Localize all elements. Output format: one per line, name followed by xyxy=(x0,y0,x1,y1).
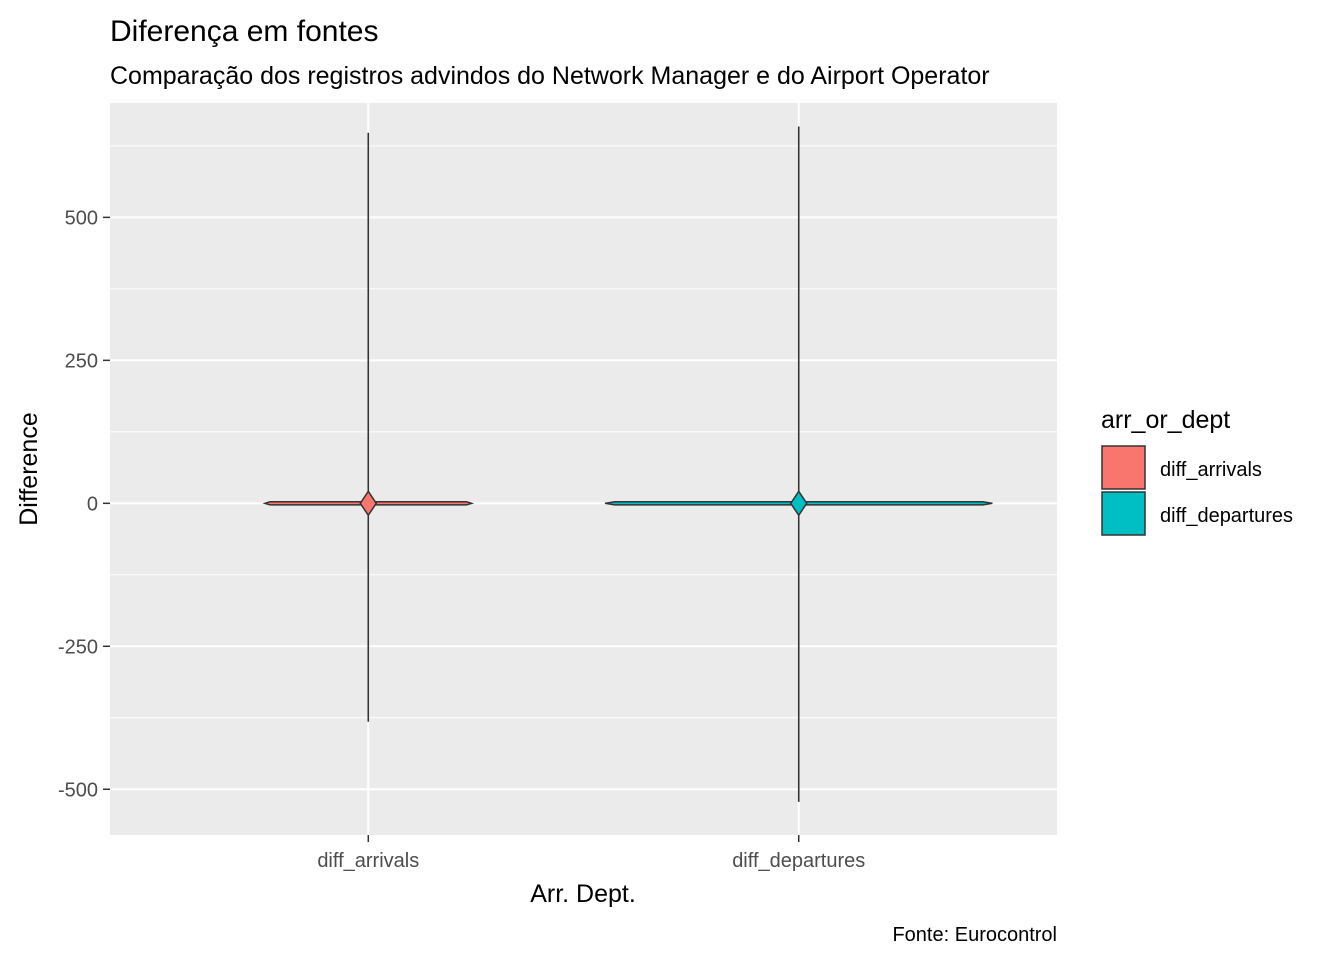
grid-minor xyxy=(110,145,1057,719)
x-tick-label: diff_arrivals xyxy=(317,850,419,872)
legend-label: diff_departures xyxy=(1160,505,1293,527)
x-axis-title: Arr. Dept. xyxy=(530,880,636,908)
y-tick-label: -500 xyxy=(58,779,98,801)
violins xyxy=(262,126,993,802)
violin-median-bulge xyxy=(789,489,808,517)
chart-title: Diferença em fontes xyxy=(110,15,378,48)
violin-diff_arrivals xyxy=(262,132,475,722)
plot-panel xyxy=(110,103,1057,835)
legend-key xyxy=(1101,491,1146,536)
y-tick-label: 250 xyxy=(65,350,98,372)
legend-label: diff_arrivals xyxy=(1160,459,1262,481)
y-tick-label: -250 xyxy=(58,636,98,658)
y-axis: -500 -250 0 250 500 xyxy=(58,207,110,801)
legend: diff_arrivals diff_departures xyxy=(1101,445,1293,536)
y-axis-title: Difference xyxy=(15,412,43,526)
violin-diff_departures xyxy=(604,126,993,802)
legend-key xyxy=(1101,445,1146,490)
x-axis: diff_arrivals diff_departures xyxy=(317,835,865,872)
chart-subtitle: Comparação dos registros advindos do Net… xyxy=(110,62,990,90)
violin-median-bulge xyxy=(359,489,378,517)
y-tick-label: 500 xyxy=(65,207,98,229)
caption: Fonte: Eurocontrol xyxy=(892,924,1057,946)
legend-title: arr_or_dept xyxy=(1101,406,1230,434)
y-tick-label: 0 xyxy=(87,493,98,515)
x-tick-label: diff_departures xyxy=(732,850,865,872)
